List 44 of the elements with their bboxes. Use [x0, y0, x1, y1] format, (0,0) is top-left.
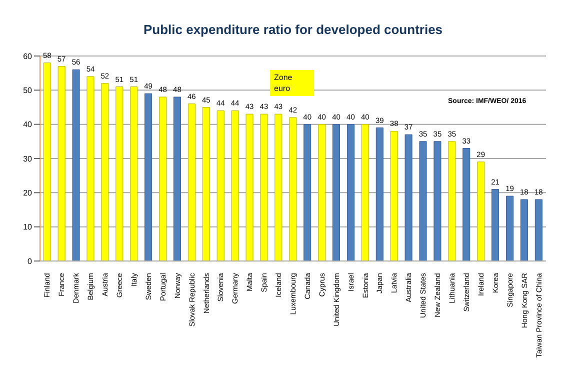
bar	[289, 117, 297, 261]
bar	[534, 199, 542, 261]
bar	[58, 66, 66, 261]
bar	[101, 83, 109, 261]
bar	[361, 124, 369, 261]
bar	[173, 96, 181, 261]
bar	[260, 114, 268, 261]
bar	[72, 69, 80, 261]
bar	[492, 189, 500, 261]
bar	[304, 124, 312, 261]
chart-title: Public expenditure ratio for developed countries	[142, 21, 444, 39]
callout-box: Zone euro	[270, 70, 314, 96]
bar	[274, 114, 282, 261]
bar	[462, 148, 470, 261]
bar	[202, 107, 210, 261]
bar	[43, 62, 51, 261]
bar	[346, 124, 354, 261]
bar	[477, 162, 485, 261]
bar	[520, 199, 528, 261]
bar	[231, 110, 239, 261]
bar	[246, 114, 254, 261]
bar	[116, 86, 124, 261]
bar	[216, 110, 224, 261]
bar	[376, 128, 384, 261]
y-tick-label: 30	[23, 154, 33, 164]
bar	[318, 124, 326, 261]
bar	[448, 141, 456, 261]
bar	[404, 134, 412, 261]
bar	[86, 76, 94, 261]
y-tick-label: 10	[23, 222, 33, 232]
bar	[188, 104, 196, 261]
bar	[434, 141, 442, 261]
y-tick-label: 50	[23, 86, 33, 96]
bar	[506, 196, 514, 261]
bar	[390, 130, 398, 261]
bar	[159, 96, 167, 261]
y-tick-label: 60	[23, 52, 33, 61]
bar	[419, 141, 427, 261]
y-tick-label: 40	[23, 120, 33, 130]
y-tick-label: 20	[23, 188, 33, 198]
bar	[130, 86, 138, 261]
bar	[144, 93, 152, 261]
bar	[332, 124, 340, 261]
y-tick-label: 0	[28, 256, 33, 266]
